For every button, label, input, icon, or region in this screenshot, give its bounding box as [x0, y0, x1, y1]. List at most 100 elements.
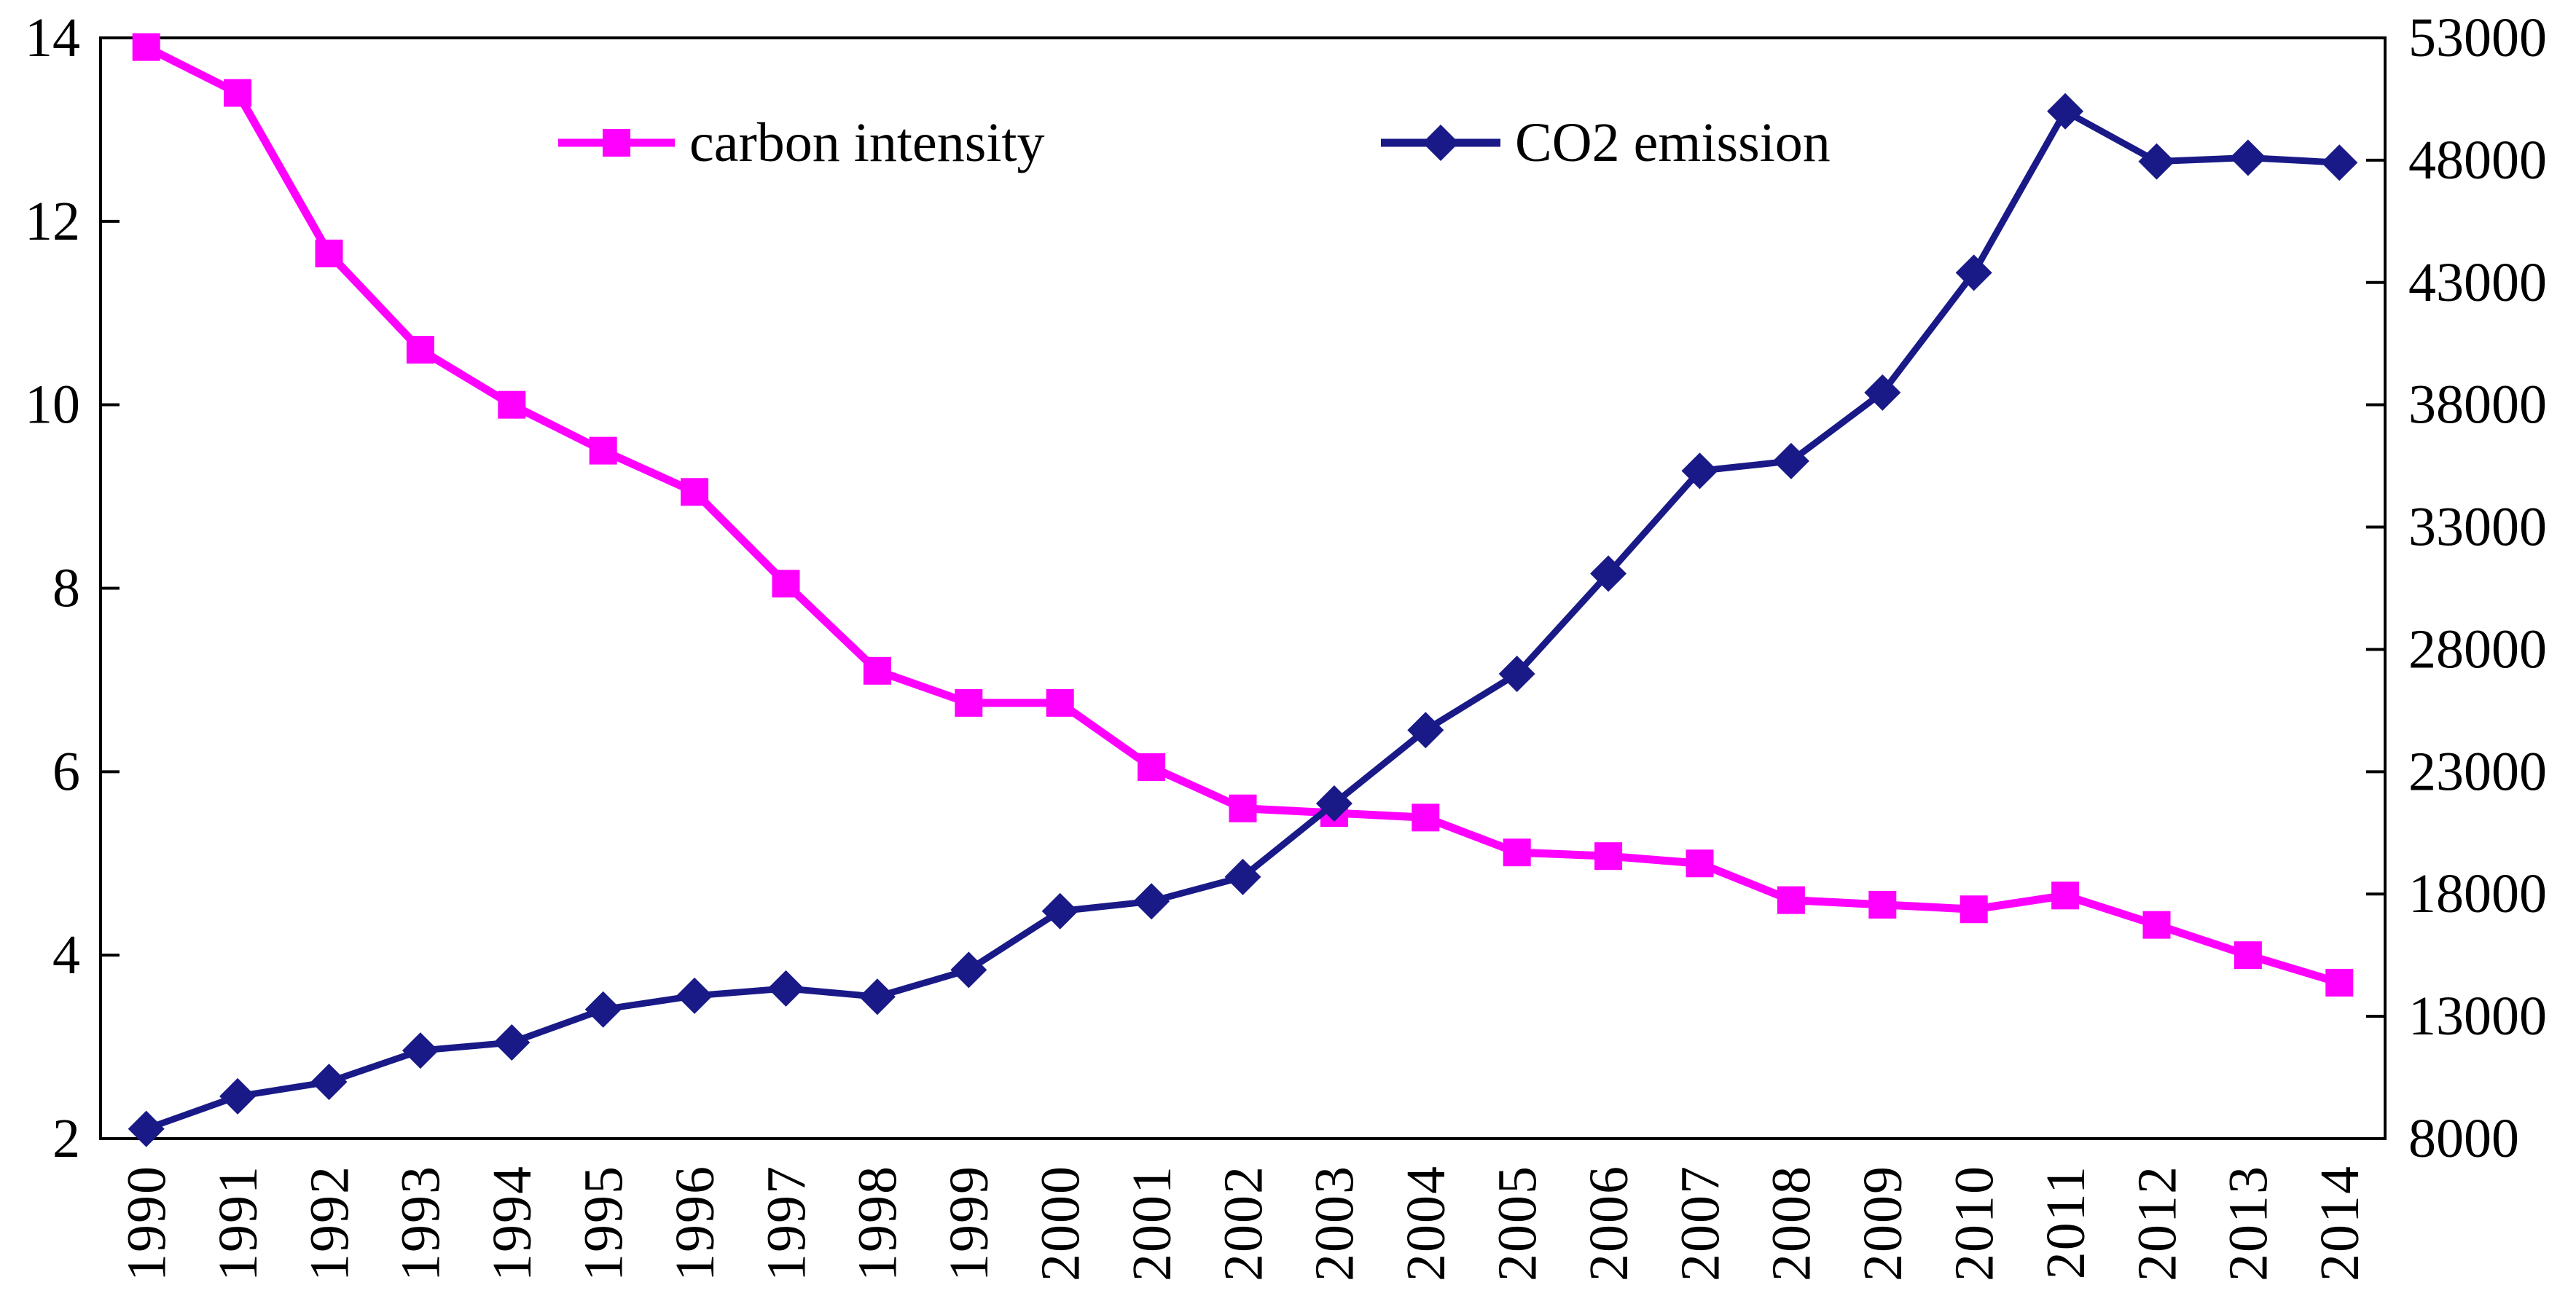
x-axis-year-label: 2002 — [1213, 1165, 1274, 1281]
series-co2-emission-diamond-marker — [950, 951, 987, 989]
series-carbon-intensity-square-marker — [1229, 794, 1257, 822]
series-carbon-intensity-square-marker — [772, 570, 800, 598]
x-axis-year-label: 1996 — [665, 1165, 726, 1281]
series-co2-emission-diamond-marker — [858, 978, 896, 1016]
series-co2-emission-diamond-marker — [1681, 452, 1718, 490]
x-axis-year-label: 2014 — [2309, 1165, 2371, 1281]
series-carbon-intensity-square-marker — [2051, 881, 2080, 910]
series-carbon-intensity-square-marker — [498, 390, 526, 419]
series-carbon-intensity-square-marker — [315, 239, 343, 267]
x-axis-year-label: 2012 — [2126, 1165, 2188, 1281]
series-co2-emission-diamond-marker — [128, 1110, 165, 1147]
y-axis-right-tick-label: 53000 — [2408, 7, 2547, 68]
x-axis-year-label: 2004 — [1395, 1165, 1457, 1281]
series-co2-emission-diamond-marker — [2321, 144, 2358, 181]
y-axis-left-tick-label: 6 — [52, 741, 80, 802]
series-co2-emission-diamond-marker — [676, 977, 713, 1014]
x-axis-year-label: 2000 — [1030, 1165, 1092, 1281]
x-axis-year-label: 2001 — [1121, 1165, 1183, 1281]
series-co2-emission-diamond-marker — [1041, 892, 1078, 930]
series-carbon-intensity-square-marker — [1046, 688, 1074, 717]
series-carbon-intensity-square-marker — [681, 478, 709, 506]
y-axis-left-tick-label: 2 — [52, 1108, 80, 1169]
x-axis-year-label: 2009 — [1852, 1165, 1914, 1281]
series-carbon-intensity-square-marker — [1412, 804, 1440, 832]
x-axis-year-label: 1992 — [299, 1165, 360, 1281]
y-axis-right-tick-label: 48000 — [2408, 130, 2547, 191]
series-carbon-intensity-square-marker — [406, 336, 434, 364]
series-co2-emission-diamond-marker — [493, 1024, 531, 1061]
x-axis-year-label: 1997 — [756, 1165, 817, 1281]
y-axis-right-tick-label: 43000 — [2408, 252, 2547, 313]
legend-label-co2-emission: CO2 emission — [1515, 112, 1831, 173]
y-axis-right-tick-label: 13000 — [2408, 986, 2547, 1047]
series-line-carbon-intensity — [144, 43, 2341, 987]
y-axis-left-tick-label: 8 — [52, 558, 80, 619]
series-co2-emission-diamond-marker — [2138, 143, 2175, 180]
series-co2-emission-diamond-marker — [1315, 785, 1352, 822]
series-co2-emission-diamond-marker — [2047, 93, 2084, 130]
y-axis-left-tick-label: 10 — [25, 374, 80, 436]
series-carbon-intensity-square-marker — [2142, 911, 2171, 939]
series-co2-emission-diamond-marker — [2229, 139, 2266, 176]
series-carbon-intensity-square-marker — [1777, 886, 1805, 914]
x-axis-year-label: 2005 — [1487, 1165, 1549, 1281]
series-carbon-intensity-square-marker — [863, 656, 891, 685]
x-axis-year-label: 1999 — [939, 1165, 1000, 1281]
series-co2-emission-diamond-marker — [767, 970, 804, 1007]
x-axis-year-label: 2013 — [2218, 1165, 2279, 1281]
series-co2-emission-diamond-marker — [310, 1064, 348, 1101]
y-axis-right-tick-label: 38000 — [2408, 374, 2547, 436]
series-co2-emission-diamond-marker — [1590, 555, 1627, 592]
y-axis-left-tick-label: 12 — [25, 191, 80, 252]
legend-label-carbon-intensity: carbon intensity — [689, 112, 1045, 173]
x-axis-year-label: 1995 — [573, 1165, 635, 1281]
series-co2-emission-diamond-marker — [1407, 712, 1444, 749]
series-co2-emission-diamond-marker — [1498, 656, 1535, 693]
x-axis-year-label: 1991 — [208, 1165, 269, 1281]
x-axis-year-label: 1993 — [391, 1165, 452, 1281]
series-carbon-intensity-square-marker — [1686, 849, 1714, 878]
y-axis-right-tick-label: 33000 — [2408, 497, 2547, 558]
y-axis-right-tick-label: 8000 — [2408, 1108, 2519, 1169]
series-carbon-intensity-square-marker — [589, 436, 617, 465]
series-carbon-intensity-square-marker — [2234, 941, 2262, 970]
series-carbon-intensity-square-marker — [1138, 753, 1166, 782]
x-axis-year-label: 2011 — [2035, 1165, 2097, 1279]
plot-frame — [99, 36, 2387, 1140]
x-axis-year-label: 2006 — [1578, 1165, 1640, 1281]
series-co2-emission-diamond-marker — [1133, 883, 1170, 920]
x-axis-year-label: 2008 — [1761, 1165, 1823, 1281]
series-line-co2-emission — [145, 108, 2340, 1132]
legend-diamond-marker — [1422, 125, 1459, 161]
y-axis-left-tick-label: 4 — [52, 924, 80, 986]
y-axis-right-tick-label: 23000 — [2408, 741, 2547, 802]
series-co2-emission-diamond-marker — [1864, 374, 1901, 411]
x-axis-year-label: 2010 — [1944, 1165, 2005, 1281]
series-co2-emission-diamond-marker — [584, 991, 622, 1028]
legend-square-marker — [603, 129, 630, 157]
series-carbon-intensity-square-marker — [1594, 842, 1623, 871]
x-axis-year-label: 1998 — [847, 1165, 909, 1281]
x-axis-year-label: 1990 — [117, 1165, 178, 1281]
series-carbon-intensity-square-marker — [132, 33, 160, 61]
series-co2-emission-diamond-marker — [219, 1077, 257, 1115]
series-carbon-intensity-square-marker — [1868, 890, 1897, 919]
series-carbon-intensity-square-marker — [2325, 968, 2354, 997]
series-carbon-intensity-square-marker — [955, 688, 983, 717]
x-axis-year-label: 2003 — [1304, 1165, 1366, 1281]
x-axis-year-label: 2007 — [1669, 1165, 1731, 1281]
series-carbon-intensity-square-marker — [224, 79, 252, 107]
series-carbon-intensity-square-marker — [1503, 838, 1531, 867]
series-carbon-intensity-square-marker — [1960, 895, 1988, 924]
series-co2-emission-diamond-marker — [1955, 254, 1992, 291]
y-axis-right-tick-label: 18000 — [2408, 863, 2547, 924]
series-co2-emission-diamond-marker — [402, 1032, 439, 1069]
y-axis-left-tick-label: 14 — [25, 7, 80, 68]
series-co2-emission-diamond-marker — [1772, 442, 1809, 479]
series-co2-emission-diamond-marker — [1224, 858, 1261, 895]
y-axis-right-tick-label: 28000 — [2408, 618, 2547, 680]
x-axis-year-label: 1994 — [482, 1165, 543, 1281]
